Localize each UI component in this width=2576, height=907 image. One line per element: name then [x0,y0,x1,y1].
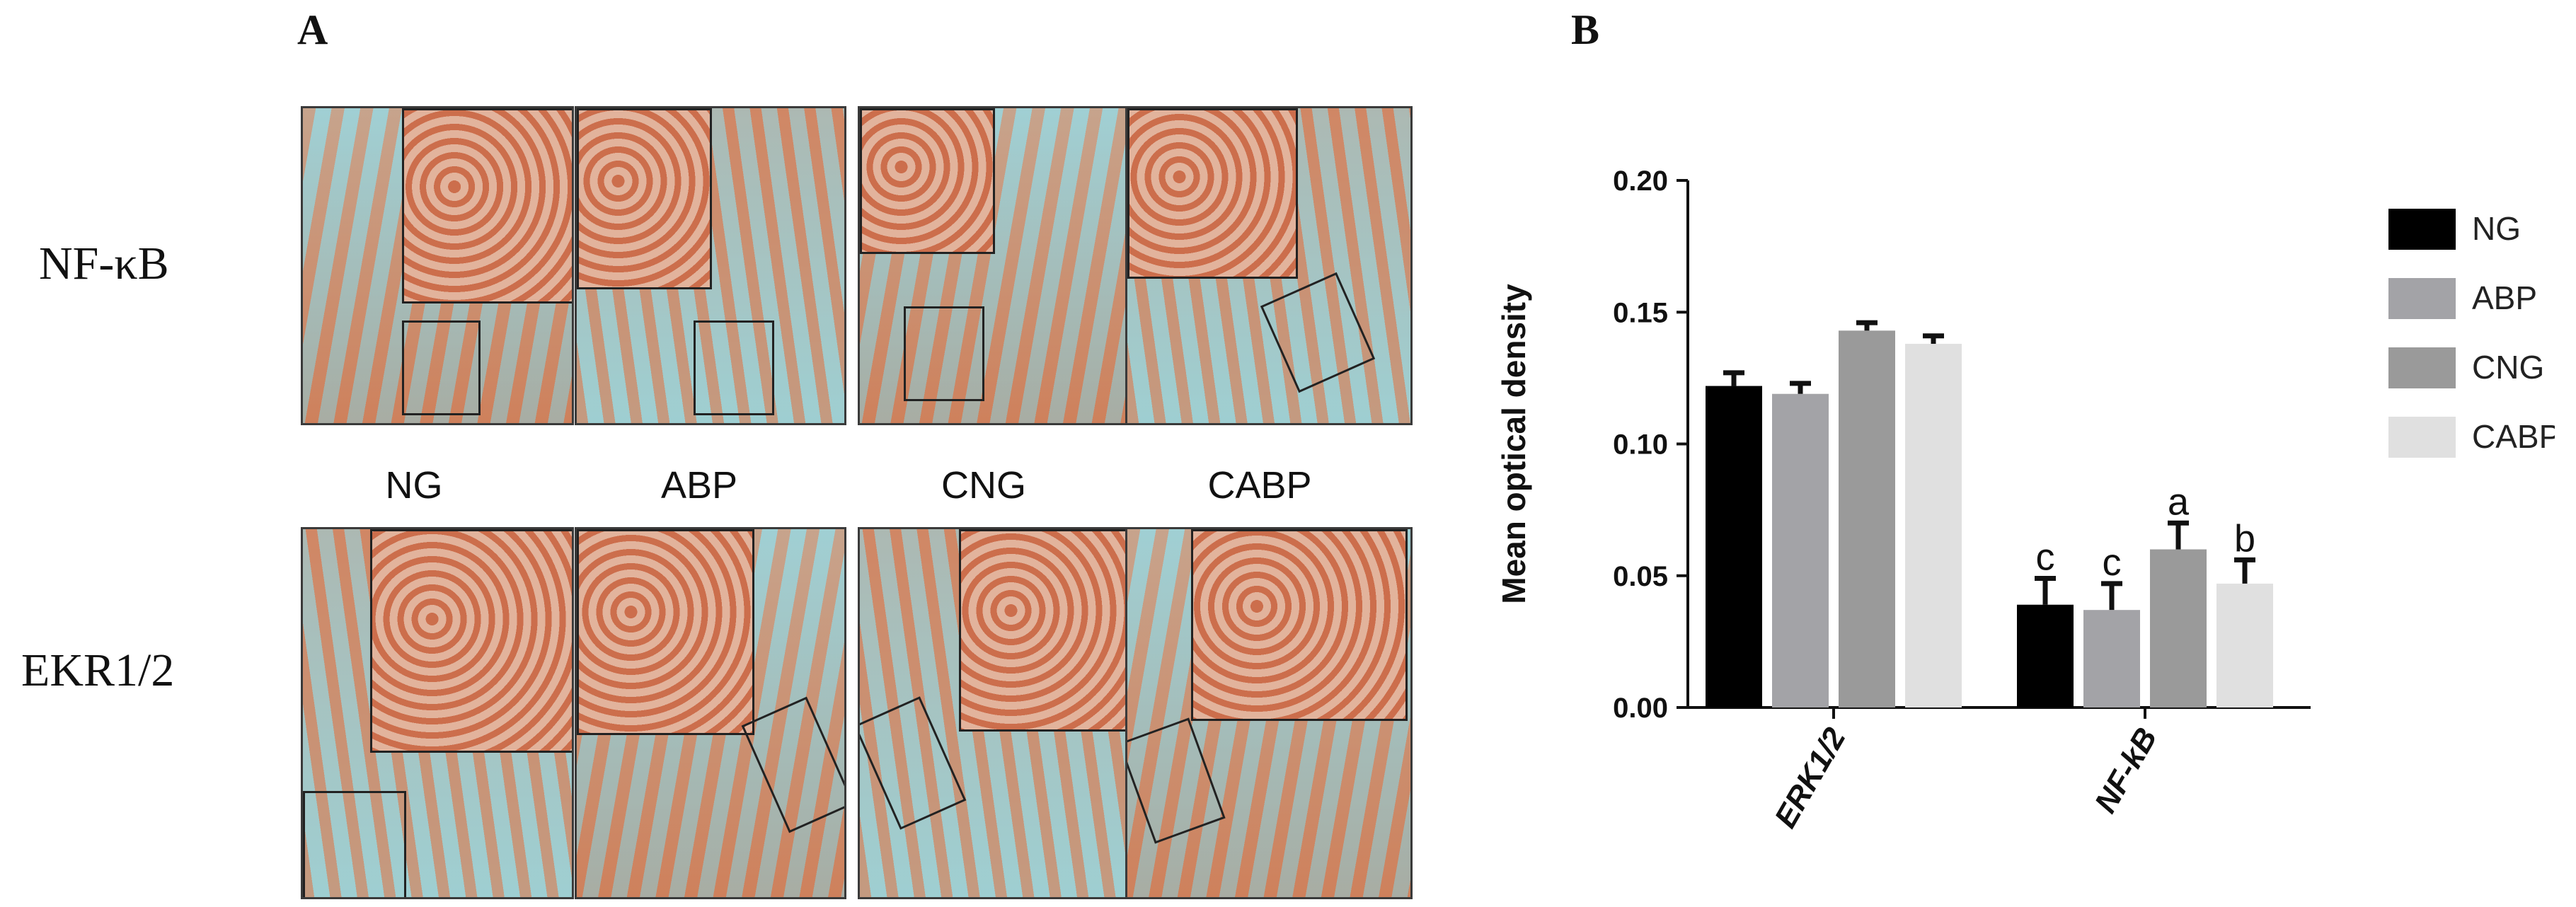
y-axis-label: Mean optical density [1495,284,1532,604]
micrograph-roi-box [1127,717,1226,844]
y-tick-label: 0.20 [1613,166,1668,197]
y-tick-label: 0.05 [1613,561,1668,592]
legend-swatch [2388,209,2456,250]
legend-label: CABP [2472,418,2555,455]
micrograph-ekr-abp [575,527,846,899]
bar [2216,583,2273,707]
micrograph-nfkb-ng [301,106,574,425]
micrograph-roi-box [1260,272,1376,393]
legend-label: ABP [2472,279,2537,316]
row-label-ekr: EKR1/2 [21,645,175,696]
significance-label: c [2103,541,2122,584]
micrograph-inset [1191,529,1408,721]
y-tick-label: 0.15 [1613,297,1668,328]
micrograph-ekr-cng [858,527,1129,899]
micrograph-roi-box [741,696,844,833]
micrograph-inset [370,529,572,753]
micrograph-inset [959,529,1127,732]
bar [2017,604,2074,707]
bar [1706,386,1762,707]
group-label-cng: CNG [941,464,1026,507]
micrograph-roi-box [860,696,967,830]
significance-label: b [2234,517,2255,560]
micrograph-ekr-ng [301,527,574,899]
bar [2083,610,2140,707]
group-label-cabp: CABP [1207,464,1312,507]
micrograph-inset [402,108,572,304]
micrograph-roi-box [303,791,406,897]
y-tick-label: 0.10 [1613,429,1668,461]
row-label-nfkb: NF-κB [39,238,169,289]
micrograph-nfkb-cabp [1125,106,1413,425]
micrograph-inset [860,108,995,254]
micrograph-inset [1127,108,1298,279]
legend-swatch [2388,278,2456,319]
significance-label: a [2168,480,2190,523]
legend-swatch [2388,347,2456,388]
micrograph-roi-box [904,306,984,401]
micrograph-nfkb-cng [858,106,1129,425]
legend-swatch [2388,417,2456,458]
significance-label: c [2036,536,2055,578]
group-label-ng: NG [385,464,443,507]
group-label-abp: ABP [660,464,738,507]
micrograph-roi-box [402,320,481,415]
x-tick-label: NF-kB [2088,722,2163,819]
micrograph-roi-box [694,320,774,415]
bar-chart: 0.00 0.05 0.10 0.15 0.20 Mean optical density… [1495,166,2555,833]
legend-label: NG [2472,210,2521,247]
panel-a-letter: A [297,6,328,53]
legend-label: CNG [2472,349,2544,386]
x-tick-label: ERK1/2 [1768,722,1853,833]
micrograph-inset [577,529,754,735]
panel-b-letter: B [1571,6,1600,53]
bar [1772,393,1829,707]
micrograph-ekr-cabp [1125,527,1413,899]
y-tick-label: 0.00 [1613,693,1668,724]
bar [1839,330,1895,707]
bar [1905,343,1962,707]
micrograph-inset [577,108,712,289]
bar [2150,549,2207,707]
micrograph-nfkb-abp [575,106,846,425]
